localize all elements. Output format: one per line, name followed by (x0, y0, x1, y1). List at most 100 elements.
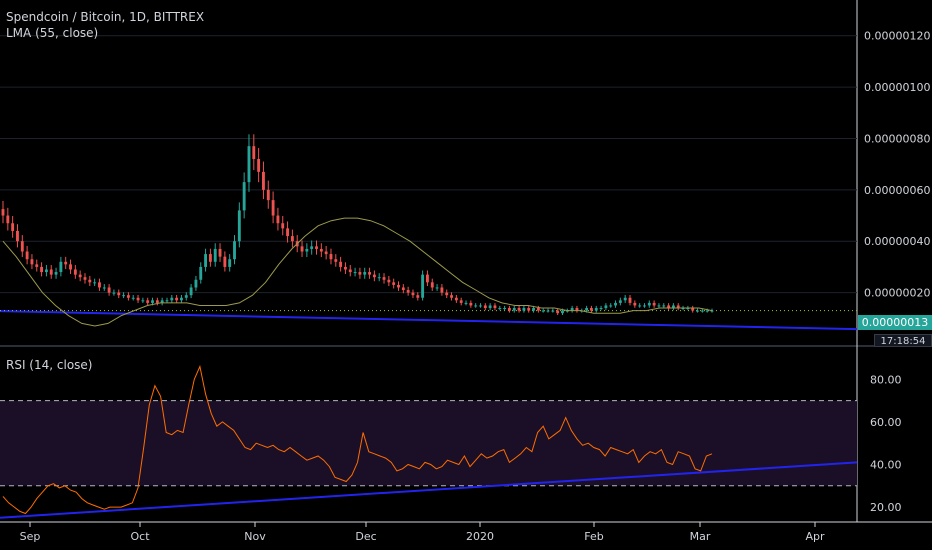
candle-body (276, 215, 280, 224)
x-tick-label: Sep (20, 530, 41, 543)
candle-body (170, 297, 174, 301)
candle-body (377, 277, 381, 279)
candle-body (286, 228, 290, 237)
candle-body (512, 308, 516, 311)
candle-body (271, 200, 275, 216)
price-tick-label: 0.00000080 (864, 132, 930, 145)
candle-body (93, 282, 97, 284)
candle-body (237, 210, 241, 242)
candle-body (609, 305, 613, 307)
candle-body (117, 292, 121, 296)
candle-body (676, 305, 680, 309)
candle-body (474, 305, 478, 307)
candle-body (64, 261, 68, 265)
candle-body (257, 159, 261, 172)
candle-body (686, 308, 690, 310)
rsi-title: RSI (14, close) (6, 358, 93, 372)
x-tick-label: Apr (805, 530, 825, 543)
countdown-tag: 17:18:54 (874, 334, 932, 347)
candle-body (208, 254, 212, 262)
candle-body (671, 305, 675, 309)
price-tick-label: 0.00000040 (864, 235, 930, 248)
last-price-tag: 0.00000013 (858, 315, 932, 330)
candle-body (570, 308, 574, 311)
candle-body (401, 287, 405, 291)
candle-body (522, 308, 526, 311)
candle-body (30, 259, 34, 265)
candle-body (334, 259, 338, 262)
candle-body (155, 300, 159, 303)
candle-body (1, 209, 5, 216)
candle-body (575, 308, 579, 311)
candle-body (527, 308, 531, 311)
candle-body (20, 241, 24, 252)
candle-body (503, 308, 507, 310)
candle-body (691, 308, 695, 311)
candle-body (483, 305, 487, 309)
candle-body (710, 310, 714, 312)
price-tick-label: 0.00000060 (864, 184, 930, 197)
rsi-tick-label: 20.00 (870, 501, 902, 514)
candle-body (657, 305, 661, 307)
candle-body (450, 295, 453, 298)
candle-body (633, 302, 637, 306)
candle-body (464, 302, 468, 304)
lma-legend: LMA (55, close) (6, 26, 99, 40)
candle-body (107, 287, 111, 293)
candle-body (585, 308, 589, 311)
candle-body (213, 248, 217, 262)
candle-body (662, 305, 666, 307)
candle-body (160, 300, 164, 303)
candle-body (73, 269, 77, 275)
candle-body (78, 274, 82, 278)
candle-body (565, 310, 569, 312)
candle-body (122, 295, 126, 297)
candle-body (681, 308, 685, 310)
candle-body (561, 310, 564, 314)
candle-body (517, 308, 521, 311)
candle-body (59, 261, 63, 273)
candle-body (372, 274, 376, 278)
candle-body (199, 266, 203, 280)
candle-body (165, 300, 169, 302)
candle-body (589, 308, 593, 311)
candle-body (218, 248, 222, 257)
rsi-tick-label: 80.00 (870, 373, 902, 386)
chart-title: Spendcoin / Bitcoin, 1D, BITTREX (6, 10, 205, 24)
candle-body (469, 302, 473, 306)
candle-body (556, 310, 560, 314)
rsi-support-line (0, 461, 858, 519)
candle-body (459, 300, 463, 303)
candle-body (406, 290, 410, 293)
candle-body (11, 223, 15, 231)
candle-body (594, 308, 598, 311)
candle-body (348, 269, 352, 273)
candle-body (358, 272, 362, 275)
candle-body (6, 215, 10, 224)
candle-body (479, 305, 482, 307)
candle-body (643, 305, 646, 307)
candle-body (252, 146, 256, 160)
candle-body (647, 302, 651, 306)
candle-body (599, 308, 603, 310)
candle-body (532, 308, 535, 311)
candle-body (435, 287, 439, 289)
x-tick-label: 2020 (466, 530, 494, 543)
candle-body (416, 295, 420, 298)
candle-body (507, 308, 511, 311)
x-tick-label: Nov (244, 530, 266, 543)
candle-body (541, 310, 545, 312)
candle-body (551, 310, 555, 312)
x-tick-label: Feb (584, 530, 603, 543)
candle-body (368, 272, 371, 275)
price-tick-label: 0.00000100 (864, 81, 930, 94)
candle-body (204, 254, 208, 267)
candle-body (618, 300, 622, 303)
candle-body (604, 305, 608, 309)
candle-body (339, 261, 343, 267)
candle-body (242, 182, 246, 211)
candle-body (614, 302, 617, 306)
candle-body (493, 305, 497, 309)
candle-body (281, 223, 285, 229)
